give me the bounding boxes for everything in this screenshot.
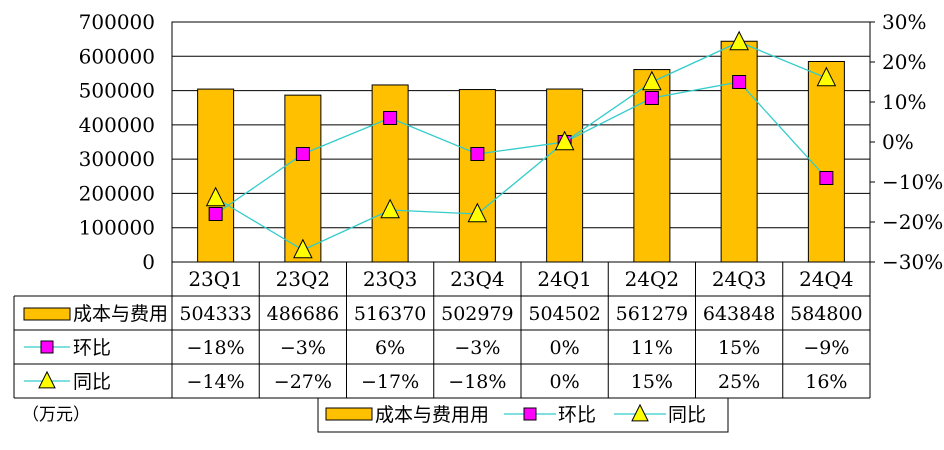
x-tick-label: 23Q1	[188, 267, 243, 291]
yoy-point-24Q3	[729, 30, 749, 51]
unit-note: （万元）	[22, 405, 90, 425]
legend-label: 同比	[668, 404, 706, 426]
data-label: 11%	[631, 337, 673, 359]
plot-area-frame	[171, 21, 871, 263]
y-left-tick-label: 200000	[79, 181, 155, 205]
legend-box	[317, 397, 729, 433]
y-left-tick-label: 400000	[79, 113, 155, 137]
bar-24Q1	[546, 88, 584, 263]
data-label: −3%	[280, 337, 326, 359]
line-series	[205, 30, 837, 259]
mom-point-23Q1	[208, 207, 223, 221]
data-label: 25%	[718, 371, 760, 393]
x-tick-label: 24Q2	[625, 267, 680, 291]
mom-point-23Q2	[295, 147, 310, 161]
x-tick-label: 23Q3	[363, 267, 418, 291]
x-tick-label: 24Q1	[537, 267, 592, 291]
legend-label: 成本与费用用	[375, 404, 489, 426]
legend-label: 环比	[558, 404, 596, 426]
data-label: −9%	[803, 337, 849, 359]
bar-series	[197, 40, 845, 263]
legend-key-marker	[523, 407, 537, 421]
yoy-point-24Q4	[816, 66, 837, 87]
data-label: −18%	[187, 337, 245, 359]
x-tick-label: 23Q4	[450, 267, 505, 291]
y-right-tick-label: −20%	[882, 210, 943, 234]
data-label: 504502	[528, 303, 601, 325]
data-label: 16%	[805, 371, 847, 393]
bar-24Q3	[720, 40, 758, 263]
y-left-tick-label: 300000	[79, 147, 155, 171]
yoy-point-23Q4	[467, 202, 488, 223]
y-left-tick-label: 100000	[79, 216, 155, 240]
mom-point-24Q2	[644, 91, 659, 105]
data-label: 15%	[718, 337, 760, 359]
data-label: −3%	[454, 337, 500, 359]
data-label: −27%	[274, 371, 332, 393]
yoy-point-23Q1	[205, 186, 226, 207]
y-left-tick-label: 0	[142, 250, 155, 274]
data-label: −17%	[361, 371, 419, 393]
yoy-point-24Q1	[554, 130, 575, 151]
mom-point-24Q3	[732, 75, 747, 89]
x-tick-label: 24Q4	[799, 267, 854, 291]
y-right-tick-label: −30%	[882, 250, 943, 274]
table-row-label: 同比	[73, 371, 111, 393]
yoy-line	[215, 41, 827, 251]
table-key-marker	[40, 340, 54, 354]
data-label: 0%	[550, 337, 580, 359]
data-label: 584800	[790, 303, 863, 325]
legend-key-marker	[631, 403, 649, 422]
x-tick-label: 23Q2	[276, 267, 331, 291]
yoy-point-23Q2	[293, 238, 313, 259]
bar-23Q4	[458, 89, 496, 263]
y-right-tick-label: 20%	[882, 50, 926, 74]
bar-23Q2	[284, 94, 322, 263]
y-left-tick-label: 600000	[79, 44, 155, 68]
data-label: 502979	[441, 303, 514, 325]
y-right-tick-label: 10%	[882, 90, 926, 114]
data-label: 6%	[375, 337, 405, 359]
table-key-bar	[23, 307, 71, 321]
y-right-tick-label: 0%	[882, 130, 914, 154]
mom-line	[215, 81, 827, 215]
data-label: −14%	[187, 371, 245, 393]
mom-point-23Q4	[470, 147, 485, 161]
table-row-label: 成本与费用	[73, 303, 168, 325]
table-key-marker	[38, 370, 56, 389]
y-left-tick-label: 700000	[79, 10, 155, 34]
data-label: 0%	[550, 371, 580, 393]
mom-point-23Q3	[383, 111, 398, 125]
data-label: 486686	[267, 303, 340, 325]
data-label: 561279	[616, 303, 689, 325]
legend: 成本与费用用 环比 同比	[317, 397, 729, 433]
axes: 0 100000 200000 300000 400000 500000 600000 700…	[79, 10, 944, 274]
grid-lines	[172, 21, 870, 263]
y-right-tick-label: −10%	[882, 170, 943, 194]
data-label: 504333	[179, 303, 252, 325]
bar-24Q4	[807, 60, 845, 263]
mom-point-24Q4	[819, 171, 834, 185]
yoy-point-24Q2	[642, 70, 662, 91]
yoy-point-23Q3	[380, 198, 400, 219]
data-label: 643848	[703, 303, 776, 325]
y-left-tick-label: 500000	[79, 79, 155, 103]
x-tick-label: 24Q3	[712, 267, 767, 291]
table-row-label: 环比	[73, 337, 111, 359]
y-right-tick-label: 30%	[882, 10, 926, 34]
data-label: −18%	[448, 371, 506, 393]
data-label: 516370	[354, 303, 427, 325]
legend-key-bar	[325, 407, 373, 421]
data-table: 23Q1 23Q2 23Q3 23Q4 24Q1 24Q2 24Q3 24Q4 成本与费用环比同…	[13, 262, 871, 399]
bar-23Q1	[197, 88, 235, 263]
data-label: 15%	[631, 371, 673, 393]
